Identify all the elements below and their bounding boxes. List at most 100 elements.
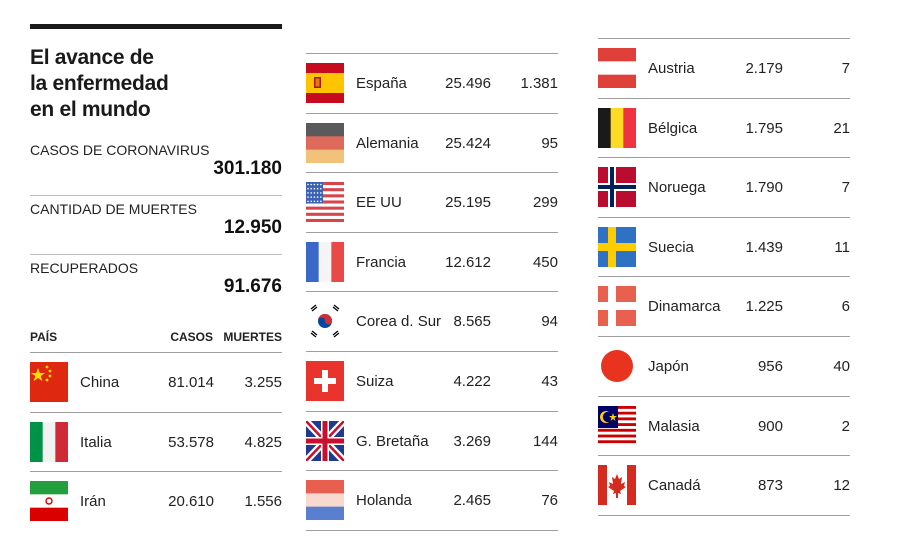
row-divider: [598, 336, 850, 337]
deaths-value: 11: [834, 238, 850, 256]
belgium-flag-icon: [598, 107, 636, 148]
table-row: Alemania 25.424 95: [306, 112, 558, 172]
table-row: G. Bretaña 3.269 144: [306, 410, 558, 470]
row-divider: [306, 410, 558, 412]
iran-flag-icon: [30, 481, 68, 522]
uk-flag-icon: [306, 420, 344, 461]
deaths-value: 95: [541, 134, 558, 152]
row-divider: [306, 231, 558, 233]
country-name: Alemania: [356, 134, 419, 152]
deaths-value: 21: [833, 119, 850, 137]
japan-flag-icon: [598, 346, 636, 386]
cases-value: 900: [757, 417, 783, 435]
country-name: G. Bretaña: [356, 432, 429, 450]
country-name: China: [80, 374, 120, 391]
table-row: Austria 2.179 7: [598, 38, 850, 97]
row-divider: [598, 38, 850, 39]
country-name: Dinamarca: [648, 298, 721, 316]
stat-value: 12.950: [223, 217, 282, 238]
country-name: España: [356, 75, 407, 92]
france-flag-icon: [306, 241, 344, 282]
cases-value: 53.578: [168, 433, 214, 451]
country-name: Canadá: [648, 477, 701, 495]
row-divider: [306, 351, 558, 352]
country-name: Bélgica: [648, 119, 698, 137]
cases-value: 1.439: [745, 238, 783, 256]
country-name: Corea d. Sur: [356, 313, 442, 331]
deaths-value: 4.825: [244, 433, 282, 451]
deaths-value: 1.381: [520, 75, 558, 92]
table-row: Dinamarca 1.225 6: [598, 276, 850, 335]
divider: [30, 195, 282, 196]
table-row: Bélgica 1.795 21: [598, 97, 850, 157]
country-name: EE UU: [356, 194, 402, 212]
row-divider: [306, 172, 558, 174]
stat-total-deaths: CANTIDAD DE MUERTES 12.950: [30, 201, 282, 239]
cases-value: 25.496: [445, 75, 491, 92]
stat-label: CANTIDAD DE MUERTES: [30, 201, 197, 217]
cases-value: 25.195: [445, 194, 491, 212]
table-row: Noruega 1.790 7: [598, 157, 850, 216]
deaths-value: 2: [841, 417, 850, 435]
table-row: Holanda 2.465 76: [306, 470, 558, 529]
austria-flag-icon: [598, 48, 636, 88]
deaths-value: 76: [541, 492, 558, 510]
china-flag-icon: [30, 362, 68, 402]
germany-flag-icon: [306, 122, 344, 163]
stat-recovered: RECUPERADOS 91.676: [30, 260, 282, 298]
deaths-value: 94: [541, 313, 558, 331]
row-divider: [598, 97, 850, 99]
table-bottom-rule: [598, 514, 850, 516]
cases-value: 2.179: [745, 60, 783, 77]
row-divider: [598, 395, 850, 397]
cases-value: 873: [757, 477, 783, 495]
header-rule: [30, 24, 282, 29]
cases-value: 25.424: [445, 134, 491, 152]
table-row: EE UU 25.195 299: [306, 172, 558, 231]
table-row: Francia 12.612 450: [306, 231, 558, 291]
canada-flag-icon: [598, 465, 636, 506]
country-name: Japón: [648, 358, 689, 375]
south-korea-flag-icon: [306, 301, 344, 342]
table-row: Canadá 873 12: [598, 455, 850, 514]
norway-flag-icon: [598, 167, 636, 208]
title-line: El avance de: [30, 46, 154, 69]
title-line: la enfermedad: [30, 72, 169, 95]
country-name: Austria: [648, 60, 695, 77]
country-name: Noruega: [648, 179, 706, 197]
row-divider: [30, 352, 282, 353]
cases-value: 956: [757, 358, 783, 375]
row-divider: [598, 276, 850, 278]
stat-value: 301.180: [213, 158, 282, 179]
cases-value: 12.612: [445, 253, 491, 271]
country-name: Italia: [80, 433, 112, 451]
cases-value: 1.795: [745, 119, 783, 137]
table-row: Japón 956 40: [598, 336, 850, 395]
column-header-country: PAÍS: [30, 330, 58, 344]
table-bottom-rule: [306, 529, 558, 531]
netherlands-flag-icon: [306, 480, 344, 521]
column-header-deaths: MUERTES: [223, 330, 282, 344]
switzerland-flag-icon: [306, 361, 344, 401]
row-divider: [306, 112, 558, 114]
country-name: Suiza: [356, 373, 394, 390]
stat-value: 91.676: [223, 276, 282, 297]
table-row: Suecia 1.439 11: [598, 216, 850, 276]
row-divider: [306, 291, 558, 293]
row-divider: [598, 216, 850, 218]
malaysia-flag-icon: [598, 405, 636, 446]
table-row: Malasia 900 2: [598, 395, 850, 455]
deaths-value: 3.255: [244, 374, 282, 391]
cases-value: 4.222: [453, 373, 491, 390]
deaths-value: 299: [532, 194, 558, 212]
row-divider: [598, 157, 850, 159]
cases-value: 20.610: [168, 493, 214, 511]
table-row: China 81.014 3.255: [30, 352, 282, 411]
stat-total-cases: CASOS DE CORONAVIRUS 301.180: [30, 142, 282, 180]
table-row: Irán 20.610 1.556: [30, 471, 282, 530]
page-title: El avance de la enfermedad en el mundo: [30, 45, 282, 123]
row-divider: [30, 471, 282, 473]
country-name: Malasia: [648, 417, 700, 435]
country-name: Irán: [80, 493, 106, 511]
spain-flag-icon: [306, 63, 344, 103]
